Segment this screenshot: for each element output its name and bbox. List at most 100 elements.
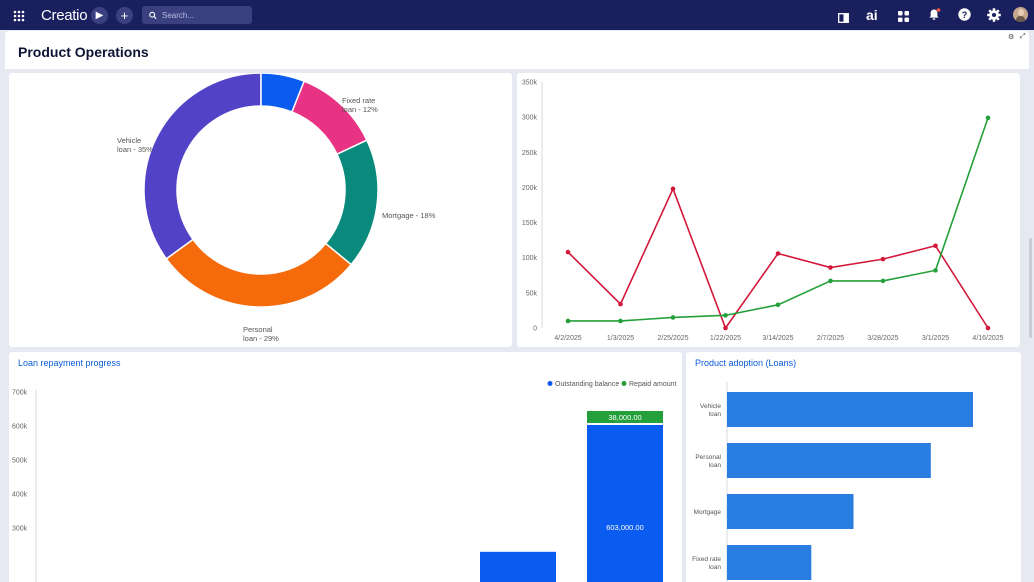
series-point bbox=[828, 265, 833, 270]
play-icon: ▶ bbox=[95, 10, 104, 21]
donut-slice bbox=[290, 80, 368, 156]
loan-repayment-panel: Loan repayment progress Outstanding bala… bbox=[9, 352, 682, 582]
adoption-bar bbox=[727, 494, 854, 529]
legend-label: Outstanding balance bbox=[555, 381, 619, 388]
series-point bbox=[933, 243, 938, 249]
y-tick-label: 300k bbox=[12, 526, 28, 533]
legend-label: Repaid amount bbox=[629, 381, 677, 388]
donut-slice-label-line: Mortgage - 18% bbox=[382, 211, 436, 220]
series-point bbox=[985, 325, 991, 331]
y-tick-label: 500k bbox=[12, 458, 28, 465]
x-tick-label: 4/2/2025 bbox=[554, 335, 581, 342]
x-tick-label: 4/16/2025 bbox=[972, 335, 1003, 342]
run-process-button[interactable]: ▶ bbox=[91, 7, 108, 24]
series-point bbox=[618, 318, 623, 324]
series-point bbox=[618, 301, 623, 307]
y-tick-label: 350k bbox=[522, 80, 538, 87]
donut-slice bbox=[165, 238, 353, 308]
user-avatar[interactable] bbox=[1013, 7, 1028, 22]
series-point bbox=[723, 325, 728, 331]
series-line bbox=[567, 186, 989, 330]
outstanding-balance-data-label: 603,000.00 bbox=[606, 523, 644, 532]
category-label-line: Mortgage bbox=[694, 509, 722, 516]
y-tick-label: 200k bbox=[522, 185, 538, 192]
legend-marker bbox=[621, 381, 627, 386]
donut-slice bbox=[324, 139, 379, 266]
donut-slice-label: Vehicle loan - 35% bbox=[117, 136, 153, 154]
add-button[interactable]: + bbox=[116, 7, 133, 24]
x-tick-label: 3/28/2025 bbox=[867, 335, 898, 342]
help-icon[interactable]: ? bbox=[958, 8, 971, 26]
series-point bbox=[985, 115, 991, 121]
notifications-icon[interactable] bbox=[928, 8, 941, 26]
settings-gear-icon[interactable] bbox=[987, 8, 1001, 27]
y-tick-label: 0 bbox=[533, 326, 537, 333]
trend-line-chart: 0 50k 100k 150k 200k 250k 300k 350k 4/2/2025 1/3/… bbox=[522, 80, 1004, 343]
series-point bbox=[880, 256, 886, 262]
adoption-bar bbox=[727, 443, 931, 478]
ai-assistant-icon[interactable]: ai bbox=[866, 7, 878, 23]
y-tick-label: 50k bbox=[526, 290, 538, 297]
creatio-logo[interactable]: Creatio bbox=[41, 7, 88, 24]
app-launcher-icon[interactable] bbox=[13, 9, 25, 27]
category-label: Mortgage bbox=[694, 509, 722, 516]
y-tick-label: 600k bbox=[12, 424, 28, 431]
y-tick-label: 700k bbox=[12, 390, 28, 397]
outstanding-balance-bar bbox=[587, 424, 663, 582]
donut-slice-label-line: Fixed rate bbox=[342, 96, 375, 105]
loan-distribution-donut-chart: Fixed rate loan - 12% Mortgage - 18% Person… bbox=[117, 72, 436, 343]
svg-text:?: ? bbox=[962, 10, 968, 20]
donut-slice-label: Fixed rate loan - 12% bbox=[342, 96, 378, 114]
y-tick-label: 250k bbox=[522, 150, 538, 157]
outstanding-balance-bar bbox=[480, 551, 556, 582]
x-tick-label: 3/14/2025 bbox=[762, 335, 793, 342]
series-point bbox=[565, 318, 571, 324]
series-point bbox=[670, 186, 676, 192]
search-box[interactable] bbox=[142, 6, 252, 24]
loan-repayment-bar-chart: Outstanding balance Repaid amount 300k 400k… bbox=[12, 381, 677, 582]
category-label-line: Fixed rate bbox=[692, 556, 721, 563]
page-scrollbar[interactable] bbox=[1029, 238, 1032, 338]
loan-distribution-panel: Fixed rate loan - 12% Mortgage - 18% Person… bbox=[9, 72, 512, 347]
repaid-amount-data-label: 38,000.00 bbox=[608, 413, 641, 422]
trend-line-panel: 0 50k 100k 150k 200k 250k 300k 350k 4/2/2025 1/3/… bbox=[517, 73, 1020, 347]
y-tick-label: 300k bbox=[522, 115, 538, 122]
y-tick-label: 150k bbox=[522, 220, 538, 227]
legend-marker bbox=[547, 381, 553, 386]
panel-toggle-icon[interactable] bbox=[838, 10, 849, 28]
donut-slice-label: Personal loan - 29% bbox=[243, 325, 279, 343]
donut-slice-label-line: Vehicle bbox=[117, 136, 141, 145]
y-tick-label: 400k bbox=[12, 492, 28, 499]
product-adoption-title: Product adoption (Loans) bbox=[695, 358, 797, 368]
adoption-bar bbox=[727, 392, 973, 427]
x-tick-label: 3/1/2025 bbox=[922, 335, 949, 342]
x-tick-label: 1/22/2025 bbox=[710, 335, 741, 342]
top-bar: Creatio ▶ + ai ? bbox=[0, 0, 1034, 30]
category-label-line: Vehicle bbox=[700, 403, 721, 410]
category-label: Vehicle loan bbox=[700, 403, 721, 418]
series-point bbox=[565, 249, 571, 255]
category-label: Personal loan bbox=[695, 454, 721, 469]
series-line bbox=[568, 117, 989, 322]
repaid-amount-bar bbox=[587, 410, 663, 423]
series-point bbox=[933, 268, 938, 273]
adoption-bar bbox=[727, 545, 812, 580]
donut-slice-label-line: loan - 29% bbox=[243, 334, 279, 343]
series-point bbox=[775, 302, 781, 308]
category-label-line: loan bbox=[709, 564, 722, 571]
dashboard-settings-icon[interactable]: ⚙ bbox=[1008, 34, 1015, 41]
series-point bbox=[723, 313, 728, 318]
plus-icon: + bbox=[120, 8, 129, 23]
y-tick-label: 100k bbox=[522, 255, 538, 262]
search-input[interactable] bbox=[162, 10, 252, 20]
x-tick-label: 2/25/2025 bbox=[657, 335, 688, 342]
donut-slice-label: Mortgage - 18% bbox=[382, 211, 436, 220]
series-point bbox=[880, 278, 886, 284]
page-title: Product Operations bbox=[18, 44, 149, 60]
donut-slice bbox=[260, 72, 306, 113]
expand-icon[interactable]: ⤢ bbox=[1020, 33, 1026, 40]
category-label: Fixed rate loan bbox=[692, 556, 721, 571]
apps-icon[interactable] bbox=[898, 9, 909, 27]
page-header: Product Operations ⚙ ⤢ bbox=[5, 31, 1029, 69]
